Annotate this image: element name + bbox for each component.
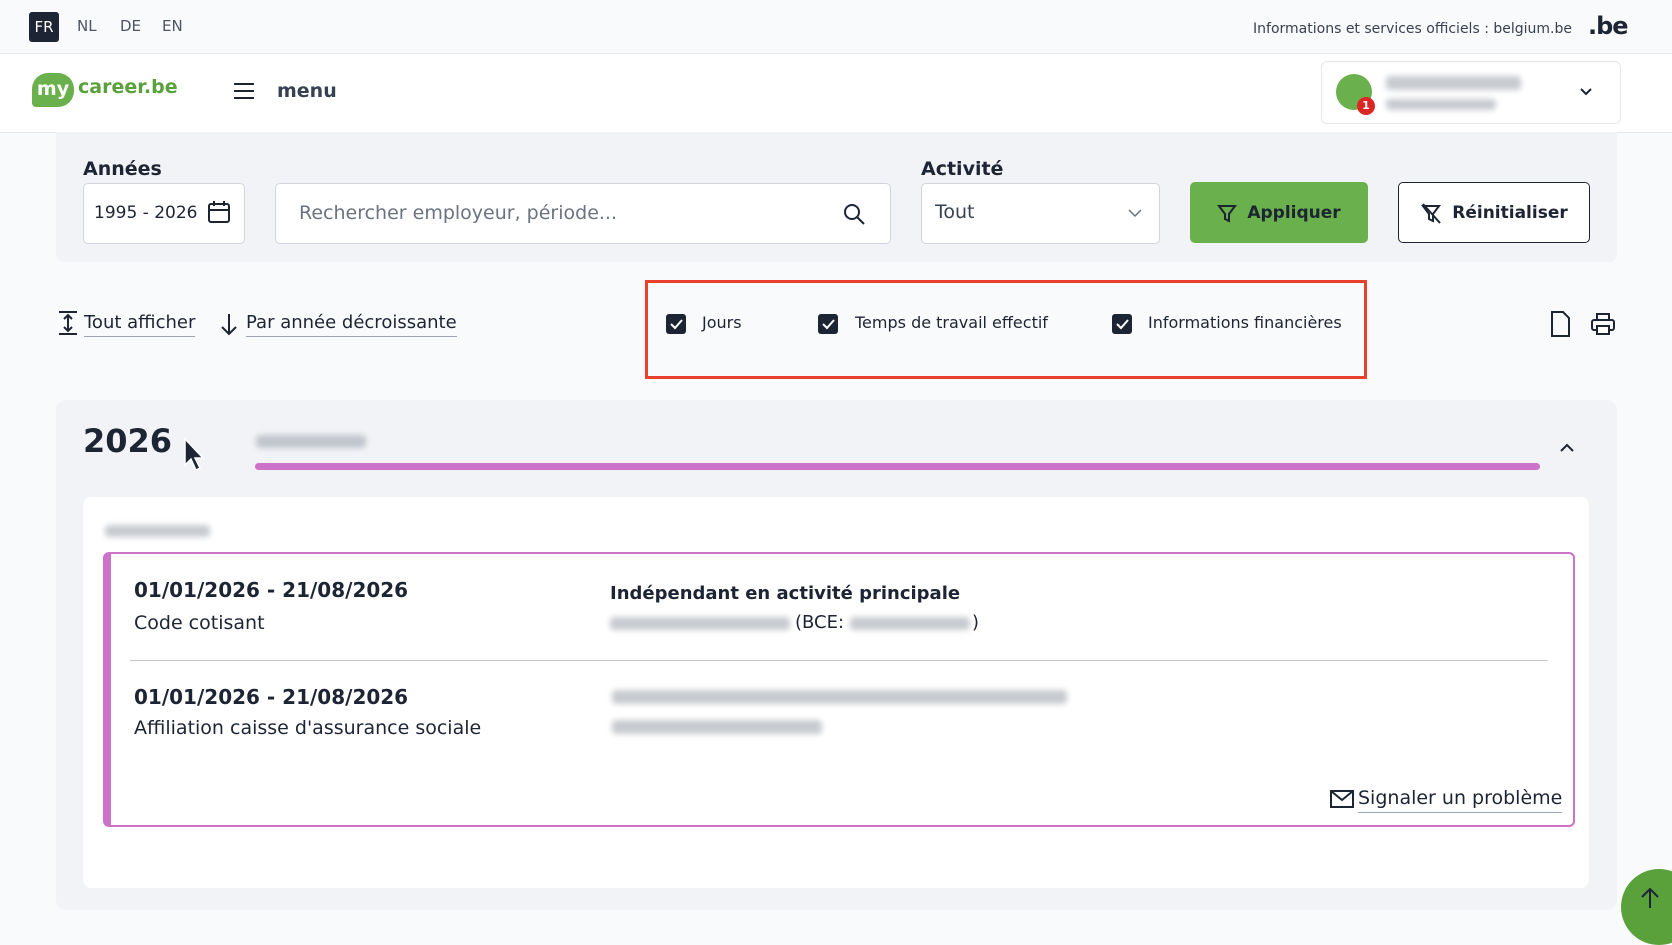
reset-button[interactable]: Réinitialiser: [1398, 182, 1590, 243]
checkbox[interactable]: [818, 314, 838, 334]
chevron: [1580, 88, 1592, 96]
blurred-fund: [612, 720, 822, 734]
menu-label[interactable]: menu: [277, 80, 337, 102]
search-icon[interactable]: [842, 202, 866, 226]
entry-type: Affiliation caisse d'assurance sociale: [134, 717, 482, 739]
expand-icon[interactable]: [58, 310, 78, 336]
divider: [130, 660, 1548, 661]
select-chevron: [1128, 209, 1142, 218]
blurred-heading: [105, 525, 210, 537]
entry-type: Code cotisant: [134, 612, 265, 634]
activity-label: Activité: [921, 158, 1004, 180]
export-icon[interactable]: [1548, 310, 1572, 338]
report-link[interactable]: Signaler un problème: [1358, 787, 1563, 813]
show-all[interactable]: Tout afficher: [84, 312, 196, 337]
check: [670, 319, 683, 330]
check: [1116, 319, 1129, 330]
mail-icon[interactable]: [1330, 790, 1354, 808]
apply-button[interactable]: Appliquer: [1190, 182, 1368, 243]
bce-close: ): [972, 612, 980, 633]
arrow-up: [1641, 887, 1659, 908]
blurred-company: [610, 617, 790, 630]
activity-value: Tout: [935, 201, 975, 223]
checkbox[interactable]: [666, 314, 686, 334]
entry-title: Indépendant en activité principale: [610, 583, 961, 604]
reset-label: Réinitialiser: [1452, 202, 1568, 223]
timeline-bar: [255, 463, 1540, 470]
blurred-id: [1386, 99, 1496, 110]
lang-fr[interactable]: FR: [29, 12, 59, 42]
checkbox-label[interactable]: Informations financières: [1148, 313, 1342, 332]
sort-link[interactable]: Par année décroissante: [246, 312, 457, 337]
checkbox-label[interactable]: Temps de travail effectif: [855, 313, 1048, 332]
blurred-name: [1386, 76, 1521, 90]
cursor: [184, 437, 205, 472]
blurred-bce: [850, 617, 970, 630]
logo-text[interactable]: career.be: [78, 76, 178, 98]
sort-icon[interactable]: [219, 312, 239, 336]
lang-en[interactable]: EN: [162, 17, 183, 35]
checkbox-label[interactable]: Jours: [702, 313, 742, 332]
entry-box: [103, 552, 1575, 827]
search-placeholder: Rechercher employeur, période...: [299, 202, 617, 224]
menu-icon[interactable]: [232, 80, 256, 102]
checkbox[interactable]: [1112, 314, 1132, 334]
official-link[interactable]: Informations et services officiels : bel…: [1253, 21, 1572, 37]
logo-my[interactable]: my: [32, 73, 74, 107]
lang-nl[interactable]: NL: [77, 17, 97, 35]
year-label[interactable]: 2026: [83, 422, 173, 460]
years-value: 1995 - 2026: [94, 203, 198, 223]
lang-de[interactable]: DE: [120, 17, 142, 35]
years-input[interactable]: [83, 183, 245, 244]
top-bar: [0, 0, 1672, 54]
blurred-fund: [612, 690, 1067, 704]
search-input[interactable]: [275, 183, 891, 244]
period: 01/01/2026 - 21/08/2026: [134, 685, 409, 709]
check: [822, 319, 835, 330]
bce-label: (BCE:: [795, 612, 845, 633]
collapse-icon[interactable]: [1559, 440, 1575, 456]
print-icon[interactable]: [1590, 312, 1616, 336]
period: 01/01/2026 - 21/08/2026: [134, 578, 409, 602]
years-label: Années: [83, 158, 162, 180]
highlight-box: [645, 280, 1367, 379]
activity-select[interactable]: [921, 183, 1160, 244]
blurred-activity: [256, 435, 366, 448]
badge: 1: [1357, 97, 1375, 115]
calendar-icon[interactable]: [207, 200, 231, 224]
be-logo: .be: [1588, 12, 1629, 40]
apply-label: Appliquer: [1247, 202, 1341, 223]
